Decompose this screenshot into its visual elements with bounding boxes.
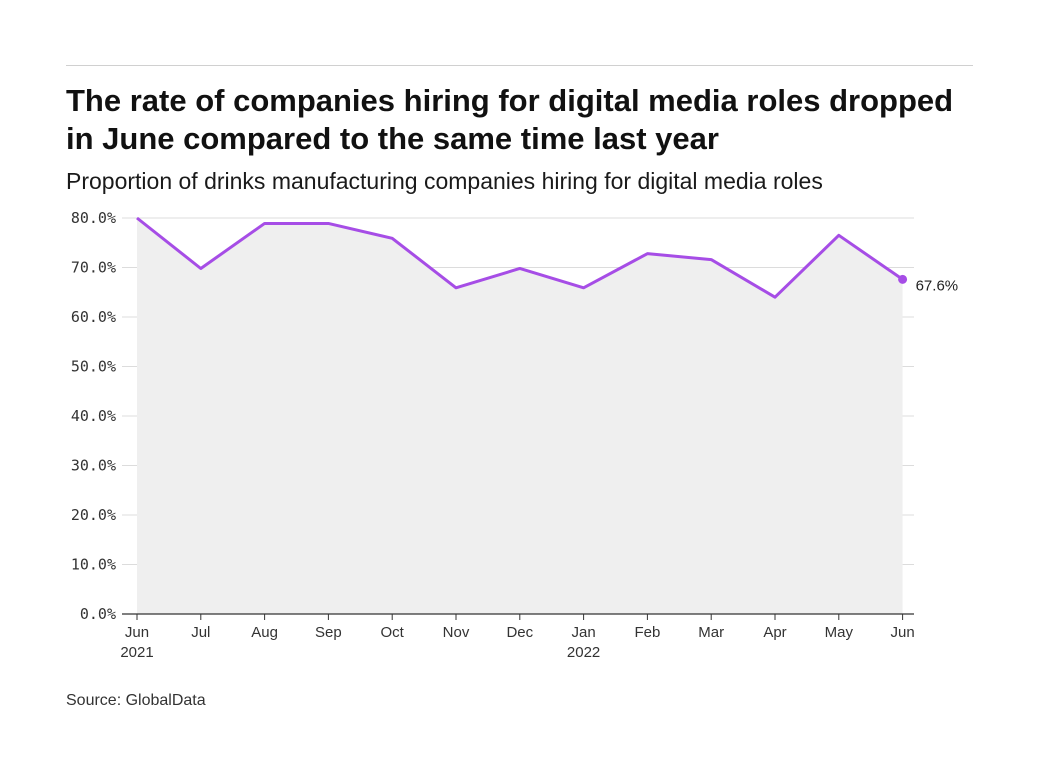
data-point bbox=[898, 274, 908, 284]
y-tick-label: 40.0% bbox=[71, 407, 116, 425]
x-tick-label: Feb bbox=[634, 624, 660, 641]
x-tick-label: 2022 bbox=[567, 644, 600, 661]
chart-title: The rate of companies hiring for digital… bbox=[66, 83, 954, 156]
end-value-label: 67.6% bbox=[916, 277, 959, 294]
x-tick-label: Oct bbox=[381, 624, 405, 641]
x-tick-label: Apr bbox=[763, 624, 786, 641]
x-tick-label: May bbox=[825, 624, 854, 641]
chart-subtitle: Proportion of drinks manufacturing compa… bbox=[66, 168, 823, 194]
area-fill bbox=[137, 218, 903, 614]
x-tick-label: Sep bbox=[315, 624, 342, 641]
y-tick-label: 30.0% bbox=[71, 457, 116, 475]
series-line bbox=[136, 216, 904, 299]
x-tick-label: Jun bbox=[125, 624, 149, 641]
y-tick-label: 60.0% bbox=[71, 308, 116, 326]
x-tick-label: Mar bbox=[698, 624, 724, 641]
x-tick-label: Jun bbox=[891, 624, 915, 641]
y-tick-label: 10.0% bbox=[71, 556, 116, 574]
x-tick-label: Nov bbox=[443, 624, 470, 641]
source-note: Source: GlobalData bbox=[66, 692, 206, 709]
x-tick-label: 2021 bbox=[120, 644, 153, 661]
x-tick-label: Aug bbox=[251, 624, 278, 641]
end-marker-group: 67.6% bbox=[898, 274, 959, 294]
x-tick-label: Jan bbox=[572, 624, 596, 641]
y-axis-ticks: 0.0% 10.0% 20.0% 30.0% 40.0% 50.0% 60.0% 70.0% 8… bbox=[71, 209, 116, 623]
x-tick-label: Jul bbox=[191, 624, 210, 641]
y-tick-label: 70.0% bbox=[71, 259, 116, 277]
y-tick-label: 0.0% bbox=[80, 605, 116, 623]
x-axis-ticks: Jun 2021 Jul Aug Sep Oct Nov Dec Jan 2022 Feb Mar Ap… bbox=[120, 614, 915, 661]
y-tick-label: 20.0% bbox=[71, 506, 116, 524]
y-tick-label: 50.0% bbox=[71, 358, 116, 376]
y-tick-label: 80.0% bbox=[71, 209, 116, 227]
x-tick-label: Dec bbox=[506, 624, 533, 641]
top-divider bbox=[66, 65, 973, 66]
